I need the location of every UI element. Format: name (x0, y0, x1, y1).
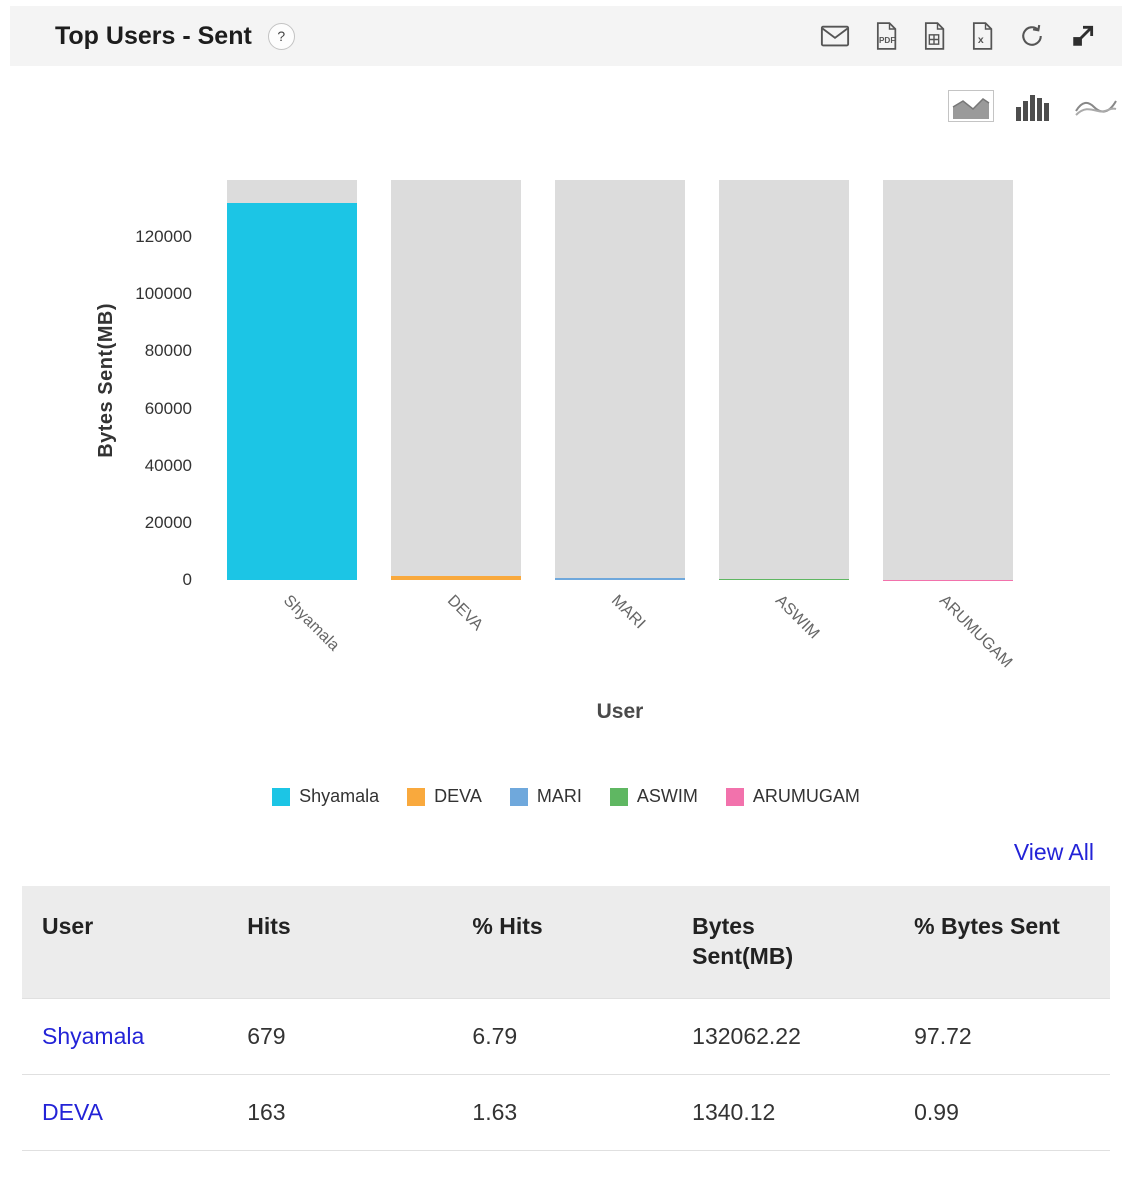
x-category-label: ARUMUGAM (935, 592, 1015, 672)
email-icon[interactable] (820, 24, 850, 48)
title-wrap: Top Users - Sent ? (55, 22, 295, 51)
x-category-label: DEVA (443, 592, 486, 635)
bar-slot: DEVA (374, 180, 538, 580)
pdf-export-icon[interactable]: PDF (874, 22, 898, 50)
legend-item[interactable]: Shyamala (272, 786, 379, 807)
bar[interactable] (227, 203, 357, 580)
column-header: Bytes Sent(MB) (692, 886, 914, 998)
chart-legend: Shyamala DEVA MARI ASWIM ARUMUGAM (0, 786, 1132, 807)
legend-item[interactable]: MARI (510, 786, 582, 807)
view-all-link[interactable]: View All (1014, 839, 1094, 865)
legend-label: MARI (537, 786, 582, 807)
legend-label: ASWIM (637, 786, 698, 807)
y-axis-tick-label: 40000 (145, 456, 192, 476)
user-cell: Shyamala (22, 998, 247, 1074)
svg-text:PDF: PDF (879, 36, 895, 45)
y-axis-tick-label: 120000 (135, 227, 192, 247)
csv-export-icon[interactable] (922, 22, 946, 50)
y-axis-tick-label: 20000 (145, 513, 192, 533)
user-cell: DEVA (22, 1074, 247, 1150)
value-cell: 1340.12 (692, 1074, 914, 1150)
legend-item[interactable]: ARUMUGAM (726, 786, 860, 807)
bar[interactable] (391, 576, 521, 580)
legend-item[interactable]: ASWIM (610, 786, 698, 807)
value-cell: 0.99 (914, 1074, 1110, 1150)
legend-item[interactable]: DEVA (407, 786, 482, 807)
widget-header: Top Users - Sent ? PDF (10, 6, 1122, 66)
y-axis-title: Bytes Sent(MB) (95, 180, 118, 580)
y-axis-tick-label: 80000 (145, 341, 192, 361)
detach-window-icon[interactable] (1070, 23, 1096, 49)
chart-type-toolbar (0, 90, 1118, 122)
help-icon[interactable]: ? (268, 23, 295, 50)
legend-swatch (407, 788, 425, 806)
y-axis-tick-label: 100000 (135, 284, 192, 304)
column-header: User (22, 886, 247, 998)
header-icons: PDF x (820, 22, 1096, 50)
area-chart-icon[interactable] (948, 90, 994, 122)
value-cell: 1.63 (472, 1074, 692, 1150)
column-header: % Bytes Sent (914, 886, 1110, 998)
bar-track (555, 180, 685, 580)
legend-swatch (510, 788, 528, 806)
refresh-icon[interactable] (1018, 22, 1046, 50)
page-title: Top Users - Sent (55, 22, 252, 51)
legend-label: ARUMUGAM (753, 786, 860, 807)
excel-export-icon[interactable]: x (970, 22, 994, 50)
legend-swatch (610, 788, 628, 806)
value-cell: 97.72 (914, 998, 1110, 1074)
x-category-label: ASWIM (771, 592, 822, 643)
x-category-label: Shyamala (279, 592, 342, 655)
view-all-row: View All (0, 839, 1132, 866)
bar[interactable] (719, 579, 849, 580)
user-link[interactable]: Shyamala (42, 1023, 144, 1049)
y-axis-tick-label: 0 (183, 570, 192, 590)
bar-slot: Shyamala (210, 180, 374, 580)
user-link[interactable]: DEVA (42, 1099, 103, 1125)
bar[interactable] (555, 578, 685, 580)
column-header: Hits (247, 886, 472, 998)
y-axis-tick-label: 60000 (145, 399, 192, 419)
bar-track (883, 180, 1013, 580)
value-cell: 679 (247, 998, 472, 1074)
column-header: % Hits (472, 886, 692, 998)
legend-swatch (726, 788, 744, 806)
bar-slot: ARUMUGAM (866, 180, 1030, 580)
value-cell: 6.79 (472, 998, 692, 1074)
x-axis-title: User (210, 700, 1030, 724)
value-cell: 132062.22 (692, 998, 914, 1074)
line-chart-icon[interactable] (1074, 93, 1118, 119)
bar-chart-icon[interactable] (1014, 91, 1054, 121)
bar-track (391, 180, 521, 580)
value-cell: 163 (247, 1074, 472, 1150)
bar-slot: ASWIM (702, 180, 866, 580)
legend-label: DEVA (434, 786, 482, 807)
legend-swatch (272, 788, 290, 806)
svg-text:x: x (978, 34, 984, 46)
x-category-label: MARI (607, 592, 648, 633)
legend-label: Shyamala (299, 786, 379, 807)
bar-slot: MARI (538, 180, 702, 580)
bar-track (719, 180, 849, 580)
